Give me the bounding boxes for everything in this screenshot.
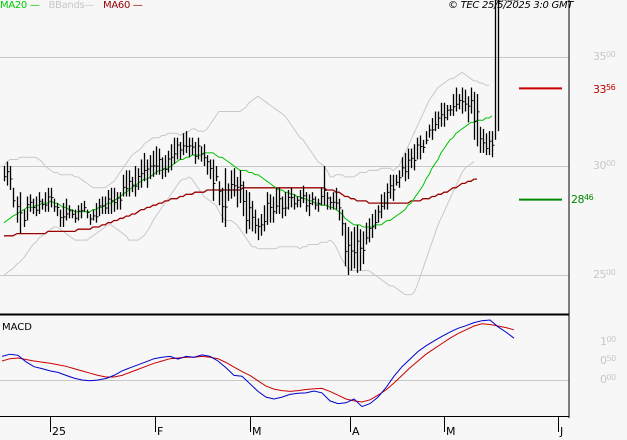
macd-title: MACD — [2, 322, 32, 333]
x-tick-label: 25 — [52, 425, 66, 438]
price-gridlines — [0, 57, 569, 381]
bollinger-bands — [3, 71, 489, 296]
price-tick-label: 3000 — [593, 159, 616, 172]
support-label: 2846 — [571, 193, 594, 206]
resistance-label: 3356 — [593, 83, 616, 96]
price-tick-label: 3500 — [593, 50, 616, 63]
macd-tick-label: 100 — [600, 335, 616, 348]
ohlc-bars — [3, 0, 519, 275]
x-tick-label: J — [560, 425, 564, 438]
legend-ma20: MA20 — — [0, 0, 40, 11]
x-tick-label: M — [252, 425, 262, 438]
ma20-line — [3, 115, 493, 228]
x-tick-label: A — [352, 425, 360, 438]
macd-tick-label: 050 — [600, 354, 616, 367]
chart-frames — [0, 0, 570, 418]
ma60-line — [4, 178, 477, 237]
x-axis-ticks — [50, 417, 559, 432]
legend-bbands: BBands— — [48, 0, 95, 11]
macd-tick-label: 000 — [600, 373, 616, 386]
chart-legend: MA20 — BBands— MA60 — — [0, 0, 149, 12]
price-tick-label: 2500 — [593, 268, 616, 281]
macd-panel-lines — [1, 319, 515, 408]
legend-ma60: MA60 — — [103, 0, 143, 11]
support-resistance-lines — [519, 87, 562, 201]
copyright-timestamp: © TEC 25/5/2025 3:0 GMT — [448, 0, 574, 11]
x-tick-label: F — [157, 425, 164, 438]
x-tick-label: M — [446, 425, 456, 438]
